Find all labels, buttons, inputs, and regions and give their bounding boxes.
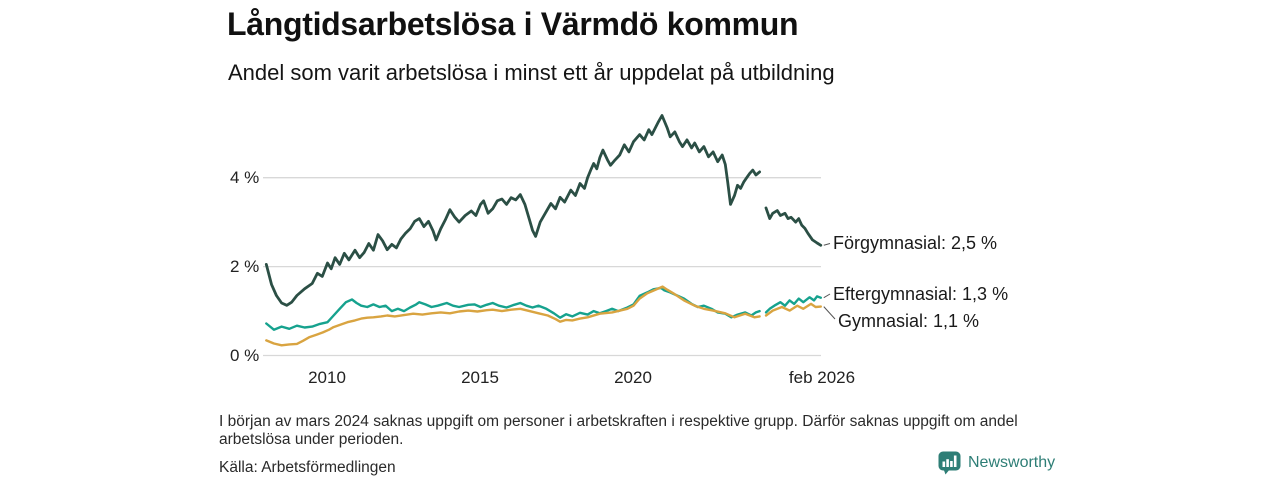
series-label-gymnasial: Gymnasial: 1,1 % xyxy=(838,311,980,331)
x-axis-label-2020: 2020 xyxy=(614,368,652,387)
source-note: Källa: Arbetsförmedlingen xyxy=(219,459,396,476)
newsworthy-wordmark: Newsworthy xyxy=(968,454,1056,471)
label-connector-eftergymnasial xyxy=(823,293,831,299)
series-label-eftergymnasial: Eftergymnasial: 1,3 % xyxy=(833,284,1009,304)
x-axis-label-2010: 2010 xyxy=(308,368,346,387)
page-subtitle: Andel som varit arbetslösa i minst ett å… xyxy=(228,60,835,85)
y-axis-label-2: 2 % xyxy=(230,257,260,276)
line-förgymnasial xyxy=(764,206,823,247)
page-title: Långtidsarbetslösa i Värmdö kommun xyxy=(227,6,799,42)
x-axis-label-feb-2026: feb 2026 xyxy=(788,368,856,387)
line-förgymnasial xyxy=(264,114,761,307)
label-connector-förgymnasial xyxy=(823,243,831,246)
newsworthy-logo: Newsworthy xyxy=(938,451,1055,475)
y-axis-label-4: 4 % xyxy=(230,168,260,187)
chart-footnote: I början av mars 2024 saknas uppgift om … xyxy=(219,413,1018,448)
line-gymnasial xyxy=(265,285,761,347)
y-axis-label-0: 0 % xyxy=(230,346,260,365)
line-eftergymnasial xyxy=(764,295,822,314)
series-label-forgymnasial: Förgymnasial: 2,5 % xyxy=(833,233,998,253)
x-axis-label-2015: 2015 xyxy=(461,368,499,387)
line-gymnasial xyxy=(764,302,822,317)
newsworthy-icon xyxy=(938,451,961,475)
label-connector-gymnasial xyxy=(823,306,836,320)
